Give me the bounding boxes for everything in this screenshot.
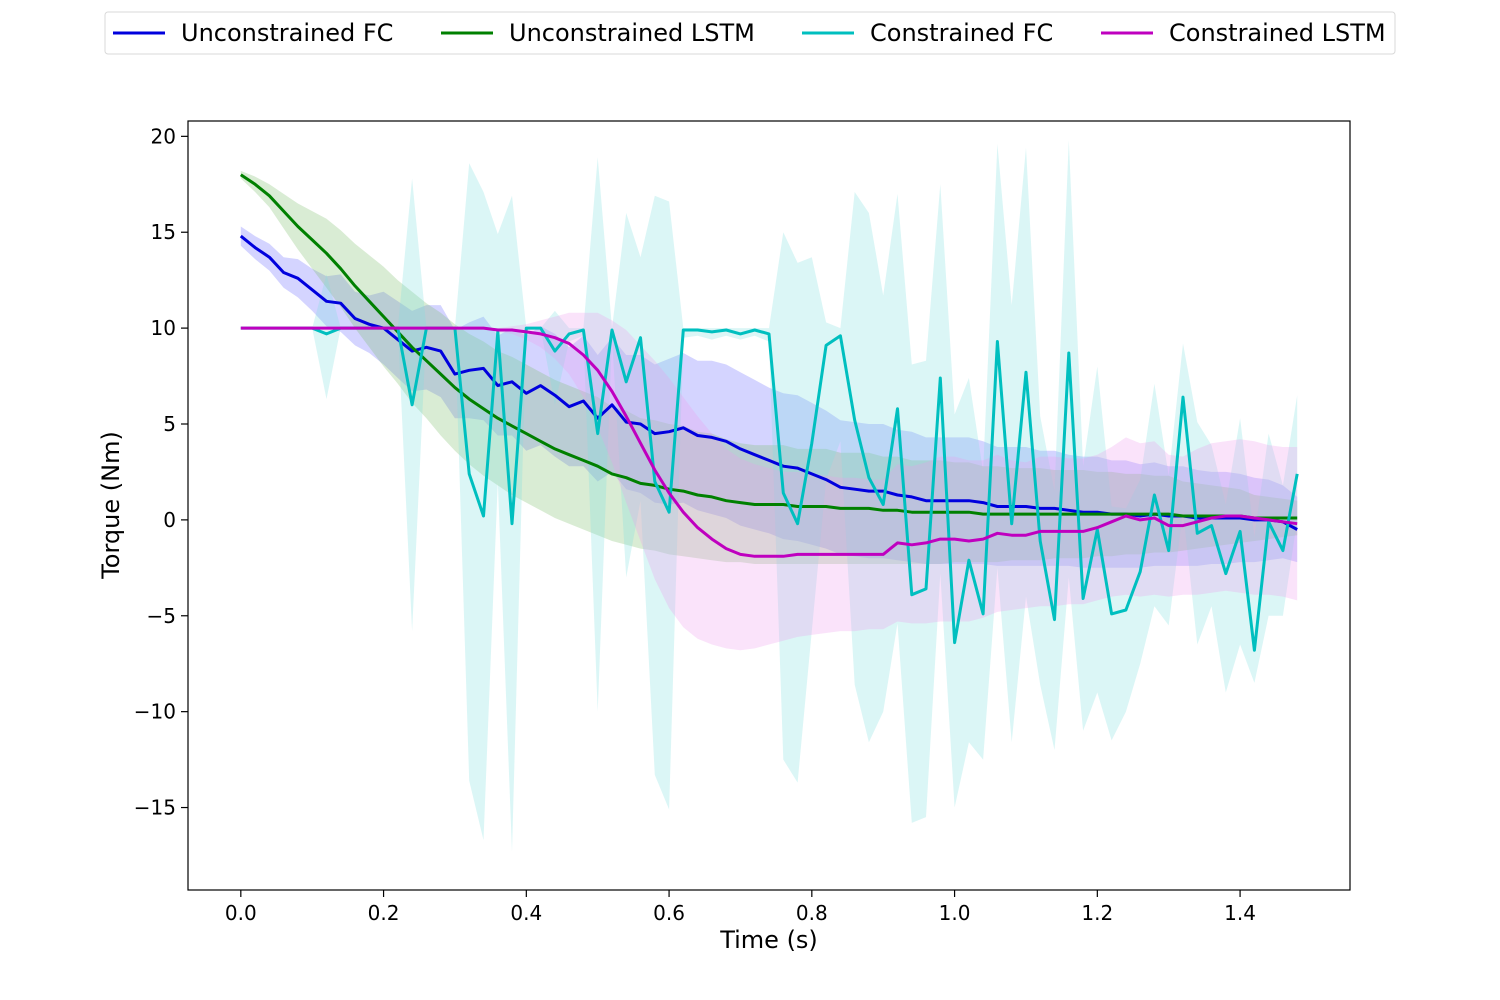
y-tick-label: −15 [134,796,176,820]
x-tick-label: 0.0 [225,901,257,925]
y-tick-label: 10 [151,316,176,340]
x-tick-label: 1.0 [939,901,971,925]
y-tick-label: 20 [151,124,176,148]
x-tick-label: 0.6 [653,901,685,925]
x-axis-title: Time (s) [719,926,818,954]
y-tick-label: 5 [163,412,176,436]
y-tick-label: −5 [147,604,176,628]
legend-items: Unconstrained FC Unconstrained LSTM Constr… [113,19,1386,47]
x-tick-label: 1.4 [1224,901,1256,925]
x-tick-label: 1.2 [1081,901,1113,925]
legend-label: Constrained FC [870,19,1053,47]
legend-label: Unconstrained LSTM [509,19,755,47]
x-tick-label: 0.8 [796,901,828,925]
legend: Unconstrained FC Unconstrained LSTM Constr… [105,12,1395,54]
chart-canvas: Unconstrained FC Unconstrained LSTM Constr… [0,0,1500,1000]
x-tick-label: 0.4 [510,901,542,925]
legend-label: Unconstrained FC [181,19,393,47]
x-tick-label: 0.2 [368,901,400,925]
y-tick-label: 0 [163,508,176,532]
legend-label: Constrained LSTM [1169,19,1386,47]
y-axis-title: Torque (Nm) [97,431,125,580]
y-tick-label: −10 [134,700,176,724]
y-tick-label: 15 [151,220,176,244]
